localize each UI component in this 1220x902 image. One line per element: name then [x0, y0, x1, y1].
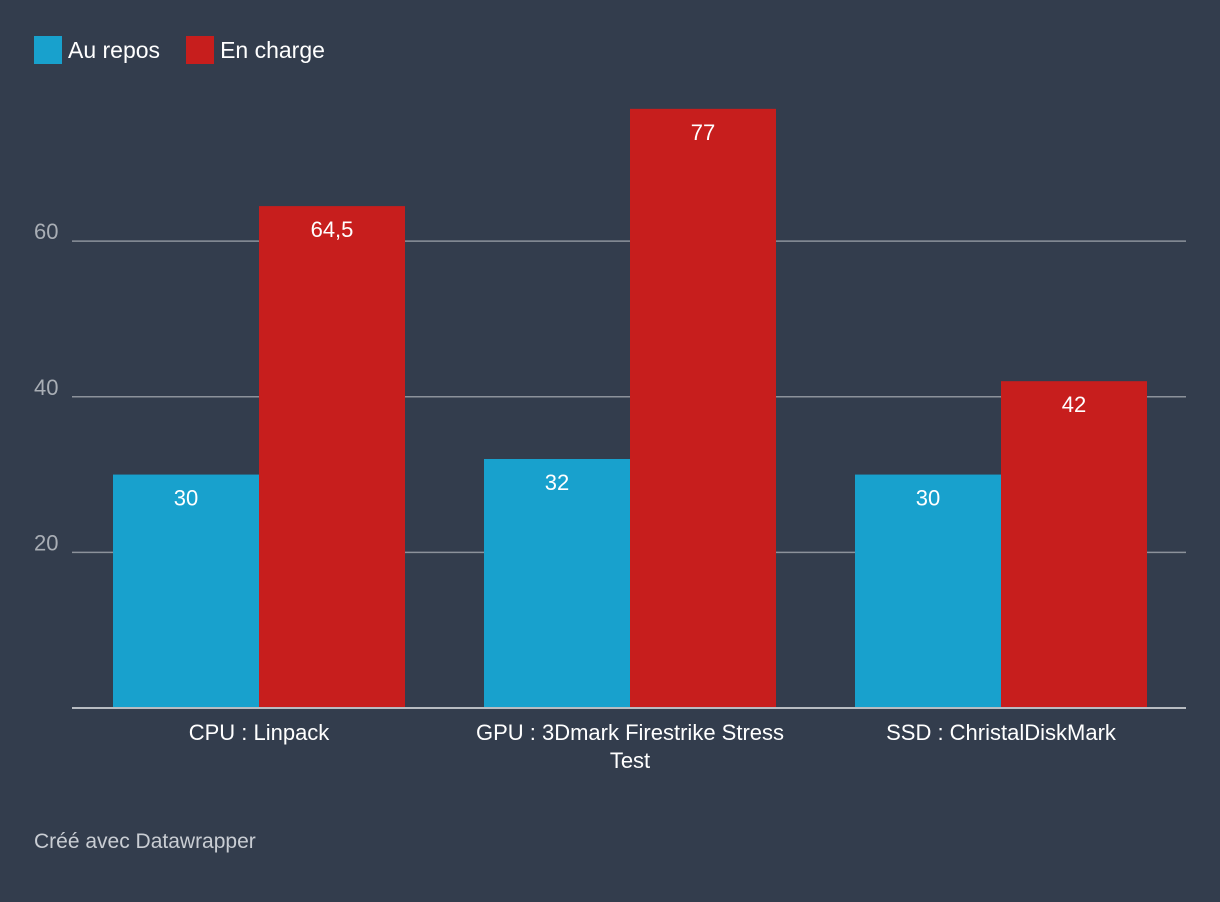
data-label-au-repos-1: 32	[545, 470, 569, 495]
bar-au-repos-0	[113, 474, 259, 708]
footer-credit: Créé avec Datawrapper	[34, 830, 256, 853]
legend-label-en-charge: En charge	[220, 36, 325, 63]
y-tick-label-20: 20	[34, 530, 58, 555]
x-tick-label-1-line1: Test	[610, 748, 650, 773]
bar-au-repos-1	[484, 459, 630, 708]
y-tick-label-40: 40	[34, 375, 58, 400]
bar-en-charge-0	[259, 206, 405, 708]
data-label-au-repos-0: 30	[174, 486, 198, 511]
x-tick-label-0: CPU : Linpack	[189, 720, 331, 745]
x-tick-label-2: SSD : ChristalDiskMark	[886, 720, 1117, 745]
legend-item-en-charge[interactable]: En charge	[186, 36, 325, 64]
legend: Au repos En charge	[34, 36, 351, 64]
x-tick-label-1: GPU : 3Dmark Firestrike Stress	[476, 720, 784, 745]
legend-swatch-en-charge	[186, 36, 215, 64]
bar-en-charge-1	[630, 108, 776, 708]
y-tick-label-60: 60	[34, 219, 58, 244]
legend-item-au-repos[interactable]: Au repos	[34, 36, 160, 64]
data-label-en-charge-1: 77	[691, 120, 715, 145]
legend-label-au-repos: Au repos	[68, 36, 161, 63]
data-label-en-charge-0: 64,5	[311, 217, 354, 242]
data-label-au-repos-2: 30	[916, 486, 940, 511]
bar-au-repos-2	[855, 474, 1001, 708]
bar-en-charge-2	[1001, 381, 1147, 708]
data-label-en-charge-2: 42	[1062, 392, 1086, 417]
legend-swatch-au-repos	[34, 36, 62, 64]
